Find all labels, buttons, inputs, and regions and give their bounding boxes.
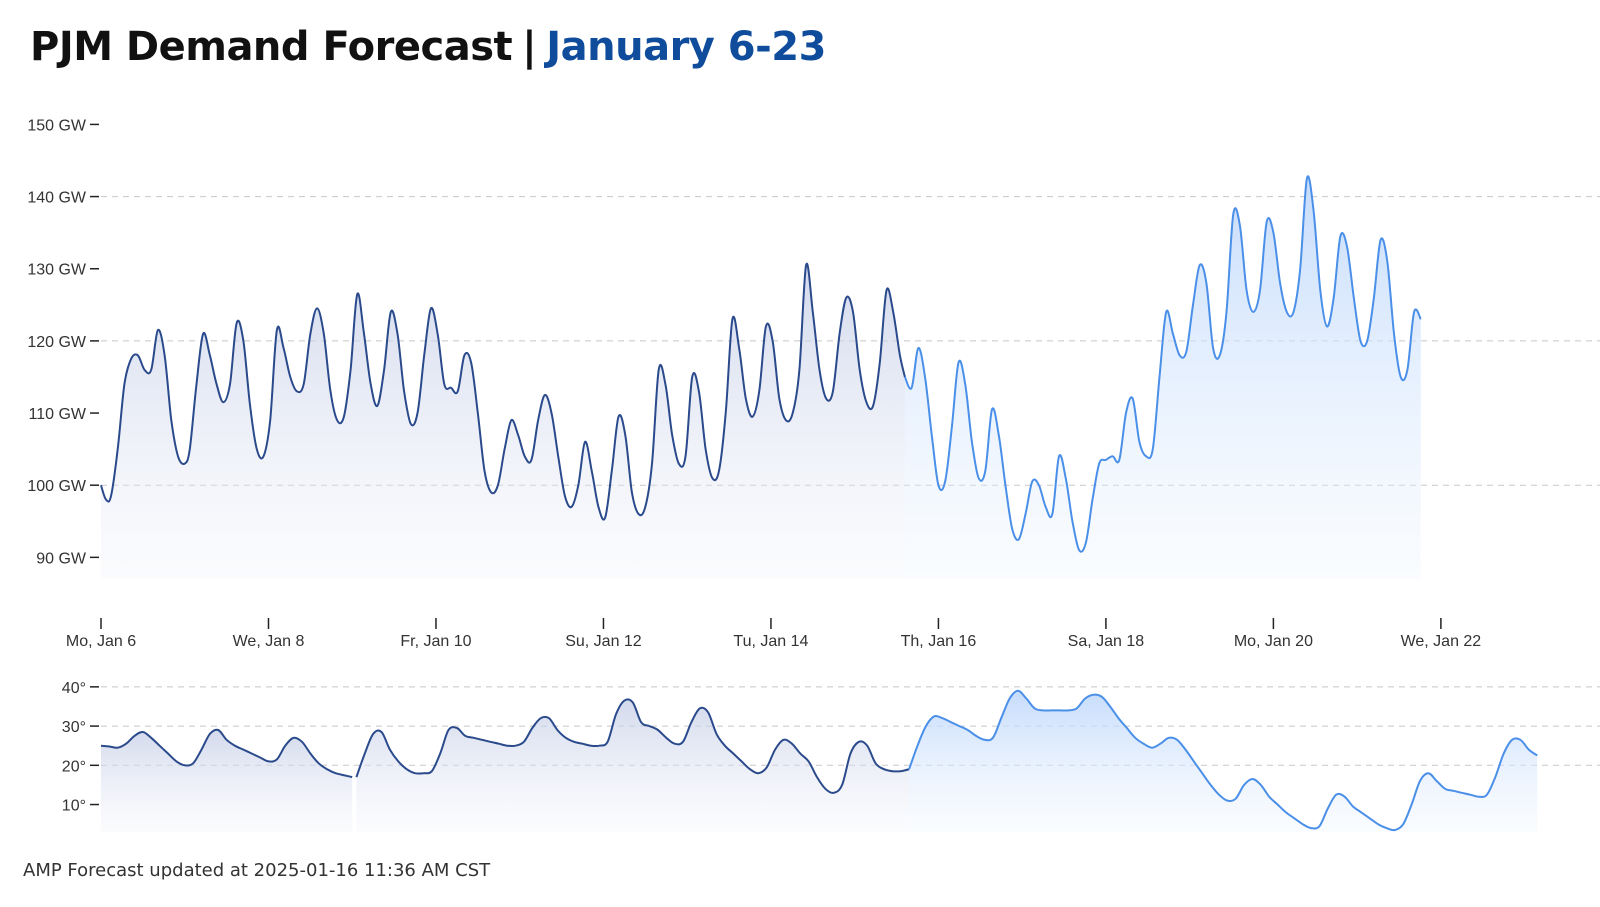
x-tick-label: Su, Jan 12 (565, 633, 642, 650)
x-tick-label: We, Jan 22 (1401, 633, 1482, 650)
demand-actual-line (100, 262, 906, 521)
demand-ytick-label: 140 GW (27, 190, 87, 207)
demand-ytick-label: 130 GW (27, 262, 87, 279)
demand-actual-area (101, 263, 905, 579)
temperature-panel: 40° 30° 20° 10° (62, 680, 1600, 832)
demand-ytick-label: 120 GW (27, 334, 87, 351)
demand-ytick-label: 110 GW (29, 406, 87, 423)
x-tick-label: Fr, Jan 10 (400, 633, 471, 650)
demand-panel: 150 GW 140 GW 130 GW 120 GW 110 GW 100 GW 90 G… (27, 117, 1600, 579)
x-tick-label: Tu, Jan 14 (733, 633, 808, 650)
temperature-actual-area (356, 699, 910, 832)
page-title: PJM Demand Forecast | January 6-23 (30, 24, 826, 70)
temperature-actual-line (355, 698, 910, 794)
x-axis: Mo, Jan 6 We, Jan 8 Fr, Jan 10 Su, Jan 12 Tu… (66, 618, 1481, 650)
temperature-ytick-label: 20° (62, 758, 86, 775)
demand-forecast-area (904, 176, 1421, 579)
temperature-actual-area (101, 729, 353, 832)
demand-ytick-label: 90 GW (36, 550, 87, 567)
x-tick-label: Th, Jan 16 (901, 633, 977, 650)
x-tick-label: Sa, Jan 18 (1068, 633, 1145, 650)
title-main: PJM Demand Forecast (30, 24, 513, 70)
temperature-ytick-label: 30° (62, 719, 86, 736)
temperature-forecast-line (908, 689, 1538, 832)
demand-ytick-label: 150 GW (27, 117, 87, 134)
x-tick-label: Mo, Jan 6 (66, 633, 136, 650)
temperature-actual-line (100, 728, 353, 779)
footer-updated-text: AMP Forecast updated at 2025-01-16 11:36… (23, 860, 491, 881)
x-tick-label: Mo, Jan 20 (1234, 633, 1313, 650)
x-tick-label: We, Jan 8 (233, 633, 305, 650)
temperature-ytick-label: 10° (62, 798, 86, 815)
temperature-forecast-area (909, 690, 1538, 832)
demand-ytick-label: 100 GW (27, 478, 87, 495)
title-separator: | (522, 24, 537, 70)
title-date-range: January 6-23 (546, 24, 826, 70)
demand-forecast-line (903, 175, 1422, 553)
temperature-ytick-label: 40° (62, 680, 86, 697)
